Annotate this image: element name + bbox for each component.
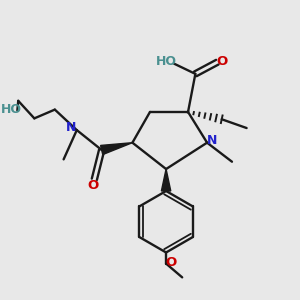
Text: HO: HO: [1, 103, 22, 116]
Text: HO: HO: [156, 56, 177, 68]
Polygon shape: [161, 169, 171, 191]
Text: N: N: [66, 121, 76, 134]
Polygon shape: [100, 143, 132, 154]
Text: O: O: [166, 256, 177, 268]
Text: O: O: [87, 179, 98, 192]
Text: O: O: [216, 55, 228, 68]
Text: N: N: [207, 134, 218, 147]
